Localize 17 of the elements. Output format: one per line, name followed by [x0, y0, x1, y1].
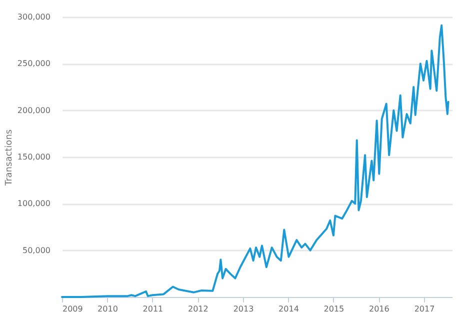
y-tick-label: 50,000 [22, 246, 50, 255]
x-tick-label: 2012 [188, 304, 208, 314]
x-tick-label: 2015 [324, 304, 344, 314]
y-axis-title: Transactions [4, 129, 14, 187]
x-tick-label: 2011 [142, 304, 164, 314]
line-series [61, 24, 450, 298]
x-tick-label: 2014 [278, 304, 299, 314]
y-tick-label: 200,000 [17, 106, 50, 115]
x-tick-label: 2017 [414, 304, 435, 314]
x-tick-label: 2010 [98, 304, 118, 314]
y-tick-label: 100,000 [17, 199, 50, 208]
x-tick-label: 2016 [368, 304, 390, 314]
x-tick-label: 2009 [62, 304, 83, 314]
y-tick-label: 300,000 [17, 12, 50, 22]
y-tick-label: 150,000 [17, 152, 50, 162]
y-tick-label: 250,000 [17, 59, 50, 68]
x-tick-label: 2013 [233, 304, 254, 314]
